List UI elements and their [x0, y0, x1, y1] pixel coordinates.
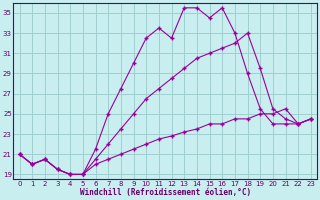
X-axis label: Windchill (Refroidissement éolien,°C): Windchill (Refroidissement éolien,°C)	[80, 188, 251, 197]
